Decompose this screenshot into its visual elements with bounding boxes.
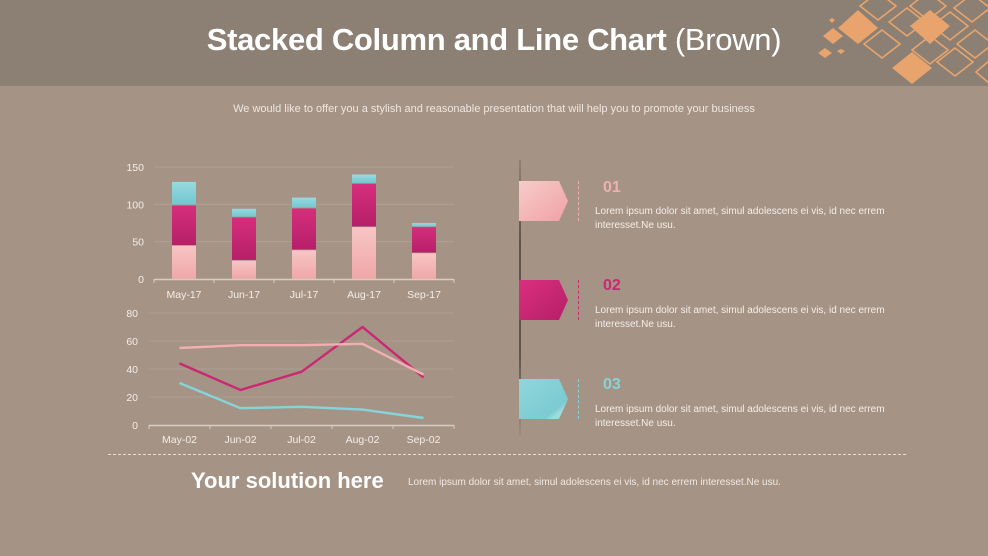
- bar-segment: [352, 183, 376, 227]
- y-tick-label: 60: [126, 336, 138, 348]
- y-tick-label: 0: [132, 420, 138, 432]
- x-tick-label: Aug-17: [347, 289, 381, 301]
- bar-segment: [172, 245, 196, 279]
- bar-segment: [352, 226, 376, 279]
- title-bold: Stacked Column and Line Chart: [206, 22, 667, 57]
- bar-segment: [412, 223, 436, 227]
- x-tick-label: Jul-17: [290, 289, 319, 301]
- item-number-01: 01: [603, 179, 621, 196]
- bar-chart-x-axis: May-17 Jun-17 Jul-17 Aug-17 Sep-17: [153, 278, 455, 301]
- x-tick-label: Sep-02: [407, 434, 441, 446]
- bar-segment: [232, 208, 256, 218]
- y-tick-label: 50: [132, 237, 144, 249]
- dashed-separator-02: [578, 280, 579, 320]
- y-tick-label: 150: [126, 162, 144, 174]
- line-series-series-2: [179, 325, 425, 392]
- line-chart-gridlines: [149, 312, 454, 398]
- dashed-separator-01: [578, 181, 579, 221]
- line-series-series-3: [179, 381, 424, 420]
- item-text-03: Lorem ipsum dolor sit amet, simul adoles…: [595, 404, 885, 429]
- item-number-03: 03: [603, 376, 621, 393]
- footer-divider: [108, 454, 906, 455]
- bar-segment: [232, 217, 256, 261]
- bar-segment: [292, 249, 316, 279]
- dashed-separator-03: [578, 379, 579, 419]
- solution-text: Lorem ipsum dolor sit amet, simul adoles…: [408, 477, 781, 488]
- x-tick-label: May-02: [162, 434, 197, 446]
- bar-segment: [292, 197, 316, 209]
- line-chart-y-axis: 0 20 40 60 80: [126, 308, 138, 432]
- subtitle: We would like to offer you a stylish and…: [233, 103, 755, 115]
- flag-icon-02: [519, 280, 568, 320]
- bar-segment: [292, 208, 316, 250]
- x-tick-label: Jun-17: [228, 289, 260, 301]
- flag-icon-03: [519, 379, 568, 419]
- x-tick-label: Sep-17: [407, 289, 441, 301]
- y-tick-label: 100: [126, 199, 144, 211]
- header-bar: Stacked Column and Line Chart (Brown): [0, 0, 988, 86]
- title-light: (Brown): [674, 22, 782, 57]
- bar-segment: [232, 260, 256, 279]
- bar-segment: [412, 252, 436, 279]
- flag-icon-01: [519, 181, 568, 221]
- page-title: Stacked Column and Line Chart (Brown): [0, 22, 988, 58]
- solution-title: Your solution here: [191, 468, 384, 493]
- y-tick-label: 80: [126, 308, 138, 320]
- item-text-02: Lorem ipsum dolor sit amet, simul adoles…: [595, 305, 885, 330]
- line-chart-series: [179, 325, 425, 420]
- line-series-series-1: [179, 342, 425, 376]
- y-tick-label: 40: [126, 364, 138, 376]
- item-number-02: 02: [603, 277, 621, 294]
- x-tick-label: Jul-02: [287, 434, 316, 446]
- x-tick-label: Aug-02: [346, 434, 380, 446]
- bar-segment: [352, 174, 376, 184]
- diamond-decoration-icon: [800, 0, 988, 86]
- x-tick-label: Jun-02: [224, 434, 256, 446]
- y-tick-label: 0: [138, 274, 144, 286]
- y-tick-label: 20: [126, 392, 138, 404]
- bar-chart-bars: [172, 174, 436, 279]
- x-tick-label: May-17: [166, 289, 201, 301]
- bar-chart-y-axis: 0 50 100 150: [126, 162, 144, 286]
- bar-segment: [412, 226, 436, 253]
- bar-segment: [172, 205, 196, 246]
- bar-segment: [172, 181, 196, 206]
- item-text-01: Lorem ipsum dolor sit amet, simul adoles…: [595, 206, 885, 231]
- line-chart-x-axis: May-02 Jun-02 Jul-02 Aug-02 Sep-02: [148, 424, 455, 446]
